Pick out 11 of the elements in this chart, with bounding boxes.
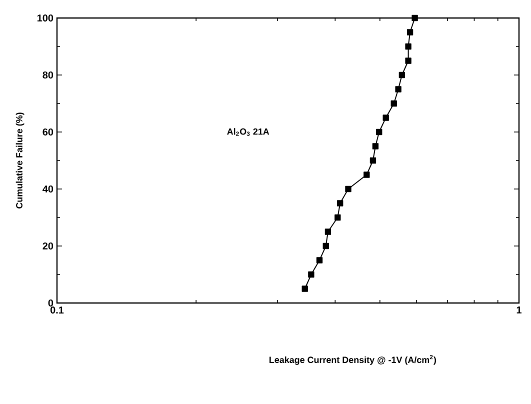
- x-tick-label: 1: [516, 306, 522, 314]
- y-tick-label: 0: [48, 299, 54, 307]
- y-tick-label: 40: [42, 185, 54, 193]
- annotation: Al$_{2}$O$_{3}$ 21A: [227, 128, 270, 136]
- x-tick-label: 0.1: [50, 306, 64, 314]
- y-tick-label: 60: [42, 128, 54, 136]
- y-tick-label: 80: [42, 71, 54, 79]
- y-tick-label: 100: [37, 14, 54, 22]
- x-axis-title: Leakage Current Density @ -1V (A/cm$^{2}$): [270, 354, 436, 365]
- y-axis-title: Cumulative Failure (%): [16, 112, 24, 208]
- y-tick-label: 20: [42, 242, 54, 250]
